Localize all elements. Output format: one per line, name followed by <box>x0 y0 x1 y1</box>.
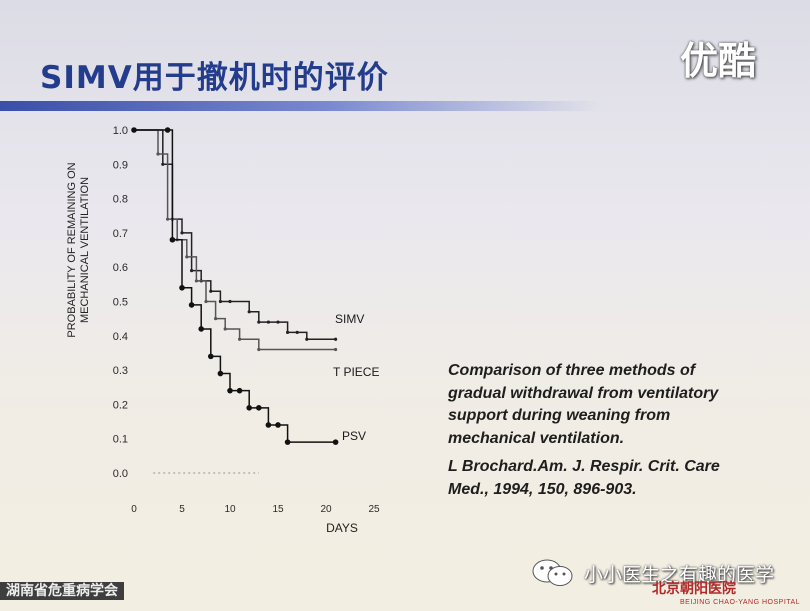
data-point-simv <box>218 299 222 304</box>
y-tick-label: 0.3 <box>113 365 128 377</box>
caption-line: gradual withdrawal from ventilatory <box>448 384 719 402</box>
footer-society-label: 湖南省危重病学会 <box>0 582 124 600</box>
data-point-simv <box>276 320 280 324</box>
data-point-t-piece <box>166 217 170 221</box>
data-point-t-piece <box>334 347 338 352</box>
y-tick-label: 0.2 <box>113 399 128 411</box>
data-point-psv <box>217 370 224 377</box>
series-line-t-piece <box>134 129 336 351</box>
data-point-t-piece <box>185 255 189 259</box>
data-point-t-piece <box>194 279 198 283</box>
x-tick-label: 20 <box>320 504 332 515</box>
data-point-psv <box>164 127 171 133</box>
video-watermark: 优酷 <box>680 39 757 83</box>
data-point-simv <box>209 289 213 293</box>
series-label: SIMV <box>335 312 364 326</box>
data-point-simv <box>266 320 270 324</box>
caption-line: support during weaning from <box>448 407 671 424</box>
series-line-psv <box>134 129 336 443</box>
series-label: PSV <box>342 429 366 443</box>
wechat-account-label: 小小医生之有趣的医学 <box>584 563 775 586</box>
x-axis-label: DAYS <box>326 521 358 535</box>
y-tick-label: 0.9 <box>113 159 128 171</box>
data-point-psv <box>246 405 252 411</box>
series-label: T PIECE <box>333 365 379 379</box>
data-point-t-piece <box>204 299 208 304</box>
data-point-simv <box>334 337 338 341</box>
series-line-simv <box>134 129 336 340</box>
hospital-name: 北京朝阳医院 <box>652 581 736 597</box>
x-tick-label: 15 <box>272 504 284 515</box>
slide-title: SIMV用于撤机时的评价 <box>40 60 389 96</box>
data-point-psv <box>198 326 204 332</box>
data-point-start <box>131 127 137 133</box>
x-tick-label: 25 <box>368 504 380 515</box>
data-point-simv <box>228 299 232 304</box>
data-point-psv <box>227 387 233 394</box>
data-point-psv <box>208 353 214 360</box>
citation-line: Med., 1994, 150, 896-903. <box>448 480 637 498</box>
wechat-icon <box>532 559 573 586</box>
x-tick-label: 10 <box>224 504 236 515</box>
caption: Comparison of three methods of gradual w… <box>448 360 793 501</box>
data-point-t-piece <box>257 347 261 352</box>
y-axis-label: PROBABILITY OF REMAINING ON <box>66 162 78 337</box>
data-point-t-piece <box>238 337 242 341</box>
data-point-simv <box>190 269 194 273</box>
hospital-subtitle: BEIJING CHAO-YANG HOSPITAL <box>680 599 801 606</box>
data-point-psv <box>188 302 195 308</box>
data-point-simv <box>305 337 309 341</box>
data-point-simv <box>257 320 261 324</box>
wechat-watermark: 小小医生之有趣的医学 <box>530 558 774 588</box>
y-tick-label: 0.8 <box>113 194 128 206</box>
data-point-t-piece <box>214 317 218 321</box>
citation-line: L Brochard.Am. J. Respir. Crit. Care <box>448 458 720 475</box>
y-axis-label: MECHANICAL VENTILATION <box>79 177 91 323</box>
x-tick-label: 0 <box>131 504 137 515</box>
data-point-psv <box>179 284 185 291</box>
caption-line: mechanical ventilation. <box>448 429 625 447</box>
data-point-simv <box>295 330 299 334</box>
data-point-psv <box>255 405 262 411</box>
y-tick-label: 0.6 <box>113 262 128 274</box>
survival-chart: 0.0 0.1 0.2 0.3 0.4 0.5 0.6 0.7 0.8 0.9 1.0 0 5 10 15 2… <box>66 125 380 535</box>
data-point-psv <box>284 439 291 445</box>
y-tick-label: 0.7 <box>113 228 128 240</box>
data-point-psv <box>265 422 272 428</box>
data-point-psv <box>275 422 281 428</box>
data-point-psv <box>236 387 243 394</box>
y-tick-label: 0.0 <box>113 468 128 480</box>
data-point-simv <box>180 231 184 235</box>
y-tick-label: 0.1 <box>113 434 128 446</box>
data-point-simv <box>161 162 165 166</box>
data-point-psv <box>332 439 339 445</box>
title-rule <box>0 101 600 111</box>
data-point-t-piece <box>156 152 160 156</box>
y-tick-label: 1.0 <box>113 125 128 137</box>
data-point-psv <box>169 236 176 243</box>
x-tick-label: 5 <box>179 504 185 515</box>
caption-line: Comparison of three methods of <box>448 362 696 379</box>
y-tick-label: 0.5 <box>113 297 128 309</box>
data-point-simv <box>247 310 251 314</box>
data-point-simv <box>286 330 290 334</box>
y-tick-label: 0.4 <box>113 331 128 343</box>
data-point-t-piece <box>223 327 227 331</box>
